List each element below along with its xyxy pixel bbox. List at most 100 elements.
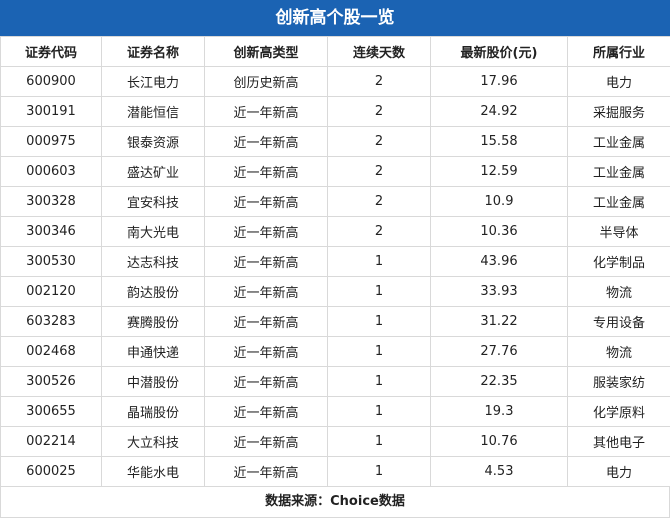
cell-days: 2 [328,67,431,97]
cell-days: 1 [328,337,431,367]
cell-price: 17.96 [431,67,568,97]
cell-code: 002468 [1,337,102,367]
cell-days: 1 [328,277,431,307]
cell-price: 12.59 [431,157,568,187]
column-header-type: 创新高类型 [205,37,328,67]
cell-name: 华能水电 [102,457,205,487]
cell-price: 43.96 [431,247,568,277]
cell-industry: 专用设备 [568,307,670,337]
cell-type: 近一年新高 [205,97,328,127]
cell-industry: 工业金属 [568,187,670,217]
cell-industry: 工业金属 [568,127,670,157]
cell-type: 近一年新高 [205,457,328,487]
cell-price: 22.35 [431,367,568,397]
cell-days: 1 [328,427,431,457]
data-source: 数据来源：Choice数据 [0,487,670,518]
cell-code: 300526 [1,367,102,397]
cell-days: 1 [328,367,431,397]
column-header-code: 证券代码 [1,37,102,67]
cell-days: 2 [328,97,431,127]
cell-price: 24.92 [431,97,568,127]
cell-price: 10.36 [431,217,568,247]
cell-type: 近一年新高 [205,247,328,277]
cell-name: 申通快递 [102,337,205,367]
cell-name: 银泰资源 [102,127,205,157]
cell-industry: 电力 [568,457,670,487]
cell-price: 10.76 [431,427,568,457]
cell-name: 潜能恒信 [102,97,205,127]
cell-price: 10.9 [431,187,568,217]
cell-days: 2 [328,127,431,157]
cell-name: 达志科技 [102,247,205,277]
cell-days: 1 [328,397,431,427]
cell-type: 近一年新高 [205,217,328,247]
column-header-days: 连续天数 [328,37,431,67]
cell-price: 31.22 [431,307,568,337]
column-header-price: 最新股价(元) [431,37,568,67]
cell-code: 000975 [1,127,102,157]
cell-name: 韵达股份 [102,277,205,307]
cell-name: 大立科技 [102,427,205,457]
cell-price: 15.58 [431,127,568,157]
cell-price: 19.3 [431,397,568,427]
cell-code: 300328 [1,187,102,217]
cell-code: 603283 [1,307,102,337]
cell-industry: 电力 [568,67,670,97]
cell-type: 近一年新高 [205,127,328,157]
cell-days: 2 [328,187,431,217]
cell-type: 创历史新高 [205,67,328,97]
cell-price: 27.76 [431,337,568,367]
cell-industry: 工业金属 [568,157,670,187]
cell-code: 002214 [1,427,102,457]
cell-code: 300346 [1,217,102,247]
header-row: 证券代码证券名称创新高类型连续天数最新股价(元)所属行业 [1,37,670,67]
cell-industry: 化学制品 [568,247,670,277]
table-title: 创新高个股一览 [0,0,670,36]
cell-code: 300191 [1,97,102,127]
cell-code: 000603 [1,157,102,187]
cell-name: 晶瑞股份 [102,397,205,427]
cell-price: 33.93 [431,277,568,307]
column-header-name: 证券名称 [102,37,205,67]
cell-type: 近一年新高 [205,307,328,337]
cell-industry: 物流 [568,277,670,307]
cell-days: 1 [328,457,431,487]
cell-code: 600900 [1,67,102,97]
cell-days: 2 [328,157,431,187]
cell-name: 长江电力 [102,67,205,97]
column-header-industry: 所属行业 [568,37,670,67]
cell-code: 002120 [1,277,102,307]
cell-industry: 服装家纺 [568,367,670,397]
cell-code: 300655 [1,397,102,427]
cell-days: 1 [328,247,431,277]
cell-name: 赛腾股份 [102,307,205,337]
cell-name: 宜安科技 [102,187,205,217]
cell-type: 近一年新高 [205,277,328,307]
cell-industry: 物流 [568,337,670,367]
cell-name: 中潜股份 [102,367,205,397]
cell-days: 2 [328,217,431,247]
cell-name: 南大光电 [102,217,205,247]
cell-type: 近一年新高 [205,367,328,397]
cell-industry: 其他电子 [568,427,670,457]
cell-code: 300530 [1,247,102,277]
cell-days: 1 [328,307,431,337]
cell-name: 盛达矿业 [102,157,205,187]
cell-industry: 半导体 [568,217,670,247]
cell-type: 近一年新高 [205,157,328,187]
cell-code: 600025 [1,457,102,487]
